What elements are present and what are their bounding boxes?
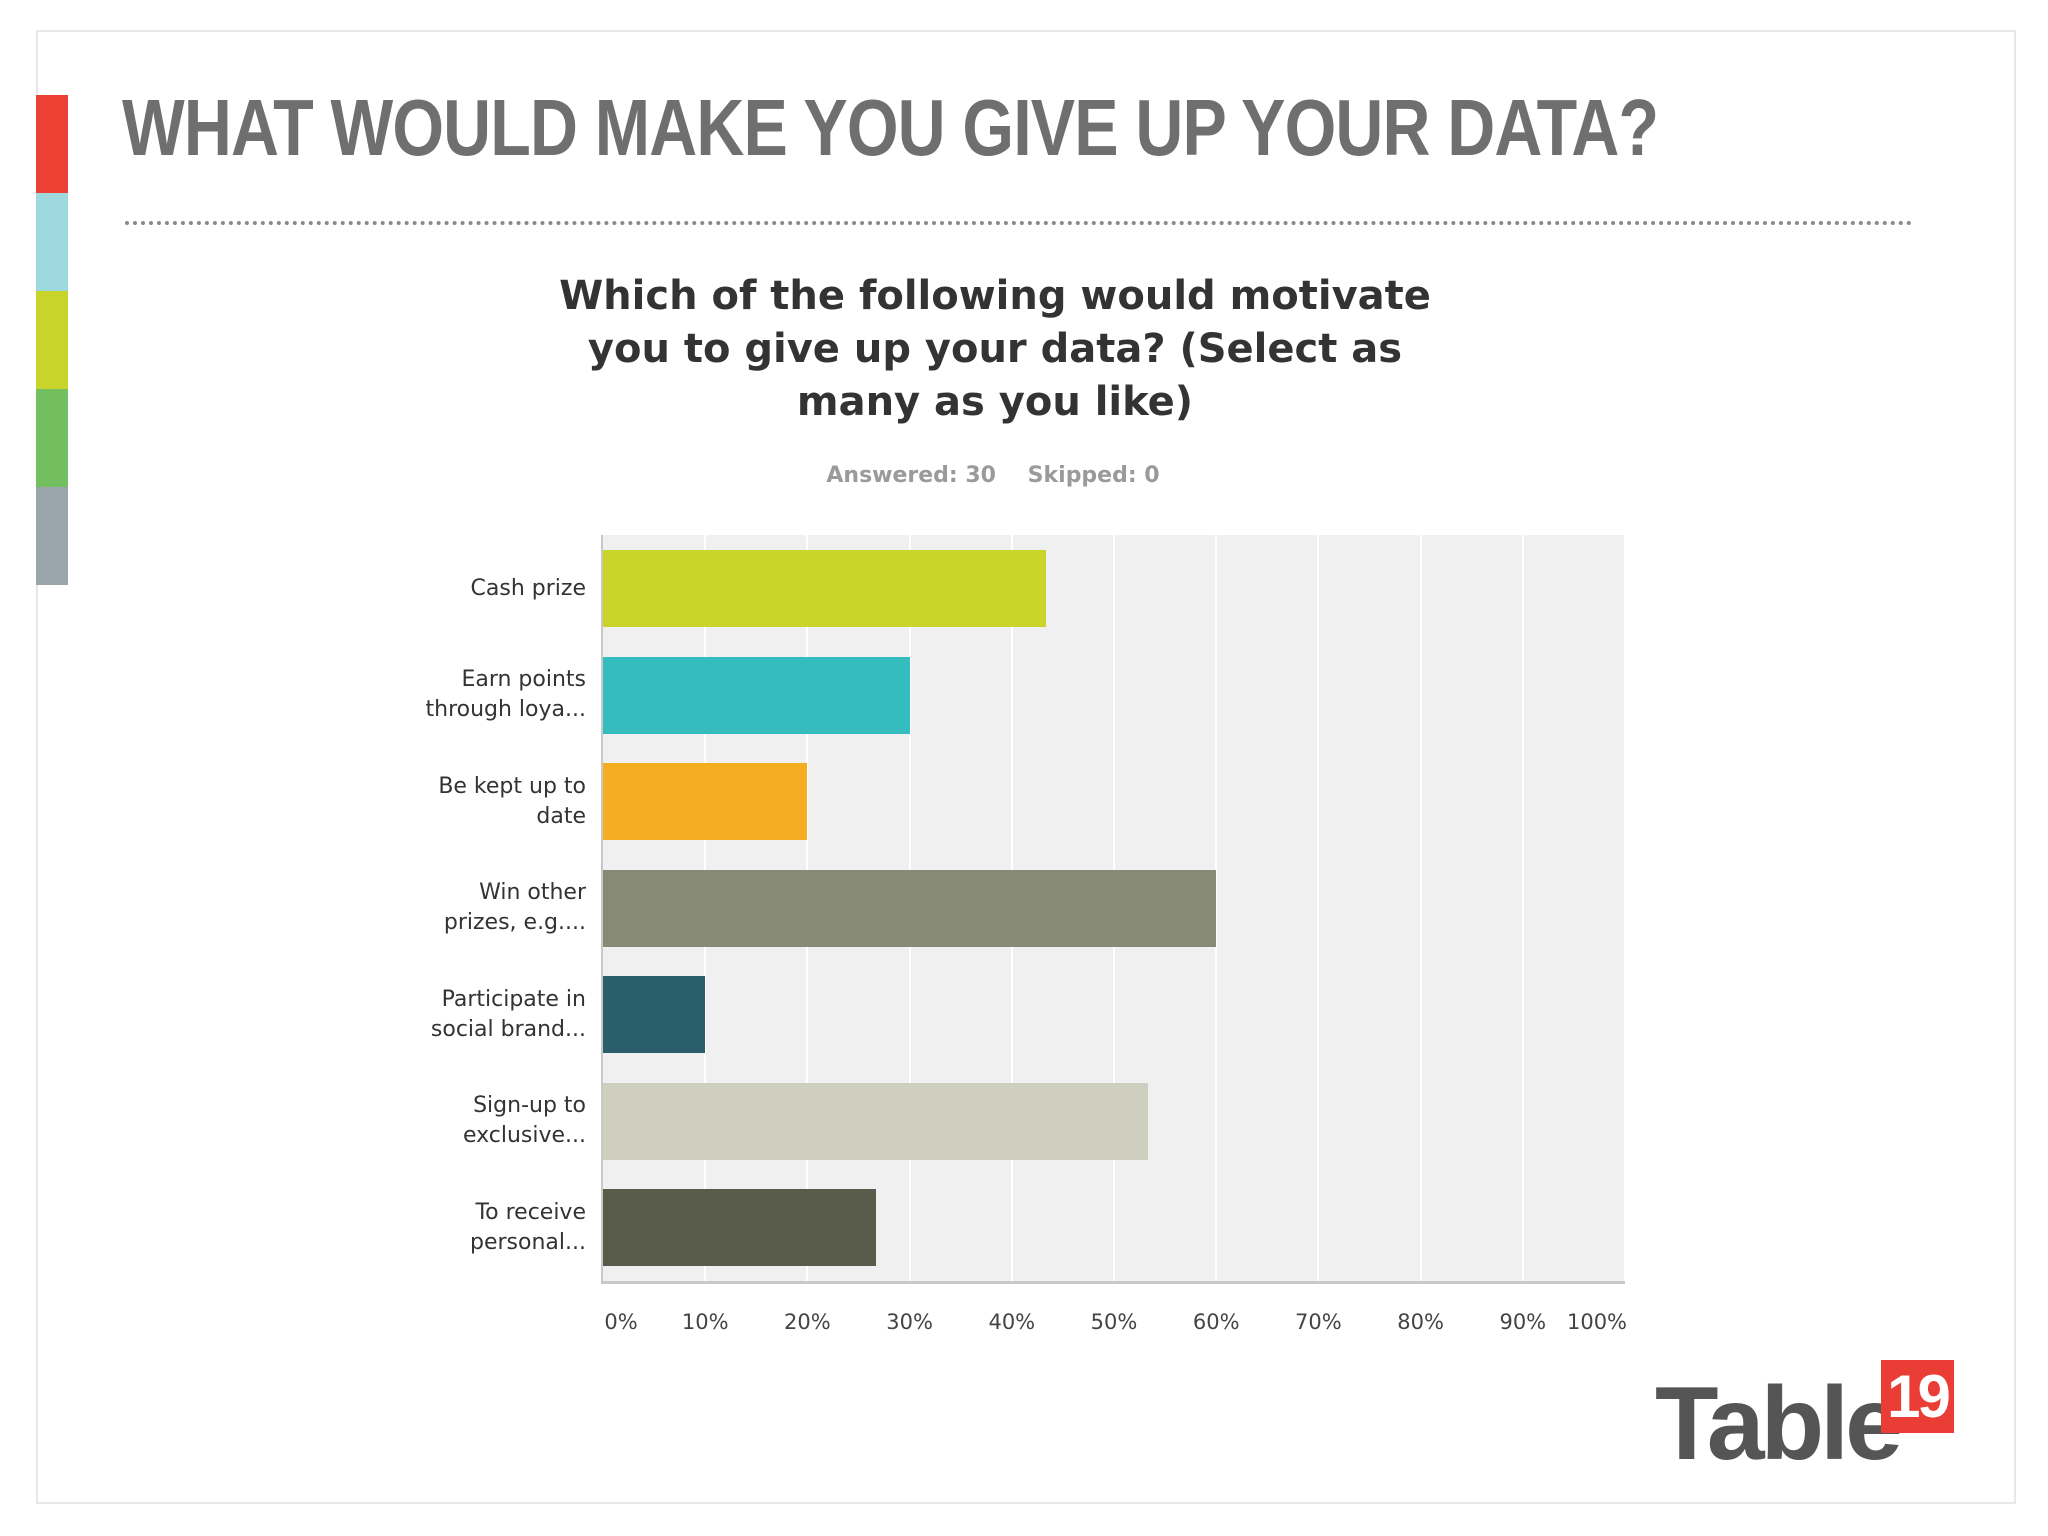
category-label-line: personal...: [470, 1229, 586, 1255]
logo-number-badge: 19: [1881, 1360, 1954, 1433]
x-tick-label: 0%: [604, 1310, 638, 1334]
category-label-line: Win other: [479, 880, 586, 905]
gridline: [1215, 535, 1218, 1282]
category-label-line: Earn points: [461, 667, 586, 692]
answered-count: Answered: 30: [826, 463, 996, 488]
category-label-line: Cash prize: [470, 575, 586, 601]
chart-title: Which of the following would motivate yo…: [559, 273, 1431, 425]
category-label-line: To receive: [475, 1199, 586, 1225]
bar: [603, 763, 808, 840]
category-label-line: prizes, e.g....: [443, 910, 586, 935]
gridline: [1624, 535, 1626, 1282]
skipped-count: Skipped: 0: [1027, 463, 1160, 488]
logo-wordmark: Table: [1655, 1366, 1903, 1482]
x-tick-label: 100%: [1566, 1310, 1628, 1334]
response-stats: Answered: 30 Skipped: 0: [700, 463, 1286, 488]
bar: [603, 1189, 876, 1266]
x-tick-label: 20%: [784, 1310, 831, 1334]
category-label-line: Be kept up to: [438, 773, 586, 799]
category-label-line: Participate in: [441, 986, 586, 1012]
strip-segment: [36, 487, 68, 585]
x-tick-label: 80%: [1397, 1310, 1444, 1334]
bar: [603, 550, 1046, 627]
category-label-line: social brand...: [430, 1016, 586, 1042]
x-axis-line: [601, 1281, 1625, 1284]
strip-segment: [36, 389, 68, 487]
gridline: [1419, 535, 1422, 1282]
category-label: Cash prize: [380, 550, 586, 627]
category-label: Sign-up to exclusive...: [380, 1083, 586, 1160]
x-tick-label: 30%: [886, 1310, 933, 1334]
category-label: Participate in social brand...: [380, 976, 586, 1053]
gridline: [1317, 535, 1320, 1282]
category-label: Be kept up to date: [380, 763, 586, 840]
bar: [603, 656, 910, 734]
title-divider: [125, 221, 1913, 225]
bar: [603, 869, 1217, 947]
bar: [603, 976, 706, 1053]
y-axis-line: [601, 535, 603, 1283]
x-tick-label: 40%: [988, 1310, 1036, 1334]
bar: [603, 1082, 1149, 1160]
page-title: WHAT WOULD MAKE YOU GIVE UP YOUR DATA?: [122, 83, 1659, 172]
gridline: [1521, 535, 1524, 1282]
category-label: To receive personal...: [380, 1189, 586, 1266]
x-tick-label: 70%: [1295, 1310, 1342, 1334]
x-tick-label: 60%: [1192, 1310, 1240, 1334]
x-tick-label: 50%: [1090, 1310, 1138, 1334]
category-label: Win other prizes, e.g....: [380, 870, 586, 947]
category-label-line: exclusive...: [462, 1123, 586, 1148]
x-tick-label: 10%: [681, 1310, 729, 1334]
category-label-line: Sign-up to: [473, 1093, 586, 1118]
strip-segment: [36, 193, 68, 291]
x-tick-label: 90%: [1499, 1310, 1547, 1334]
category-label: Earn points through loya...: [380, 657, 587, 734]
strip-segment: [36, 95, 68, 193]
table19-logo: Table 19: [1655, 1360, 1960, 1476]
strip-segment: [36, 291, 68, 389]
category-label-line: through loya...: [425, 697, 587, 722]
category-label-line: date: [536, 803, 586, 829]
